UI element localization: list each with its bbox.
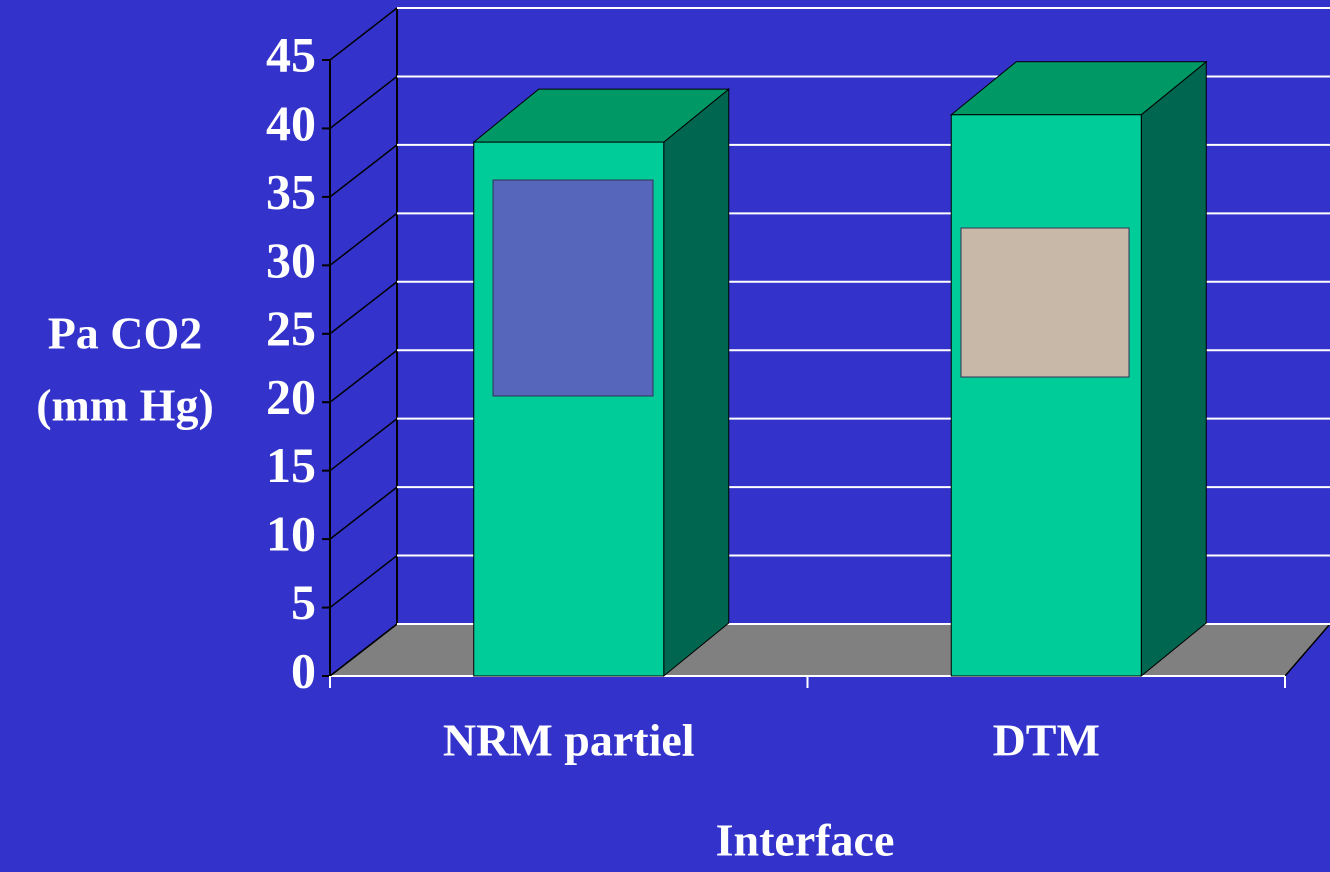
wall-grid-line [329,623,398,677]
wall-grid-line [329,349,398,403]
y-tick-label: 30 [266,232,316,288]
y-tick-label: 5 [291,574,316,630]
bar-side [663,88,730,678]
y-tick-label: 10 [266,506,316,562]
wall-grid-line [329,75,398,130]
y-axis-label: (mm Hg) [36,380,214,431]
bar [950,114,1142,677]
wall-grid-line [329,486,398,540]
y-tick-label: 40 [266,95,316,151]
wall-grid-line [329,7,398,61]
y-tick-label: 20 [266,369,316,425]
wall-grid-line [329,212,398,266]
y-axis-label: Pa CO2 [48,308,203,359]
y-tick-label: 35 [266,163,316,219]
wall-grid-line [329,418,398,472]
photo [492,179,654,397]
wall-grid-line [329,554,398,609]
photo [960,227,1130,378]
x-tick-label: NRM partiel [443,715,695,766]
wall-grid-line [329,144,398,198]
y-tick-label: 25 [266,300,316,356]
y-tick-label: 45 [266,26,316,82]
y-tick-label: 0 [291,642,316,698]
x-tick-label: DTM [993,715,1100,766]
bar-side [1140,60,1207,678]
x-axis-label: Interface [716,815,895,866]
y-tick-label: 15 [266,437,316,493]
wall-grid-line [329,281,398,335]
